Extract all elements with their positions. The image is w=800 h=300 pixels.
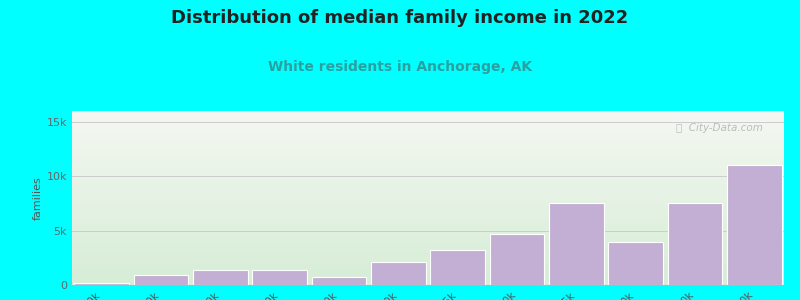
Bar [371,262,426,285]
Bar [74,283,129,285]
Text: ⓘ  City-Data.com: ⓘ City-Data.com [676,123,762,133]
Bar [134,275,188,285]
Bar [608,242,663,285]
Text: White residents in Anchorage, AK: White residents in Anchorage, AK [268,60,532,74]
Y-axis label: families: families [33,176,42,220]
Bar [193,270,248,285]
Bar [312,278,366,285]
Bar [668,203,722,285]
Bar [490,234,544,285]
Bar [727,165,782,285]
Bar [549,203,604,285]
Bar [252,270,307,285]
Text: Distribution of median family income in 2022: Distribution of median family income in … [171,9,629,27]
Bar [430,250,485,285]
